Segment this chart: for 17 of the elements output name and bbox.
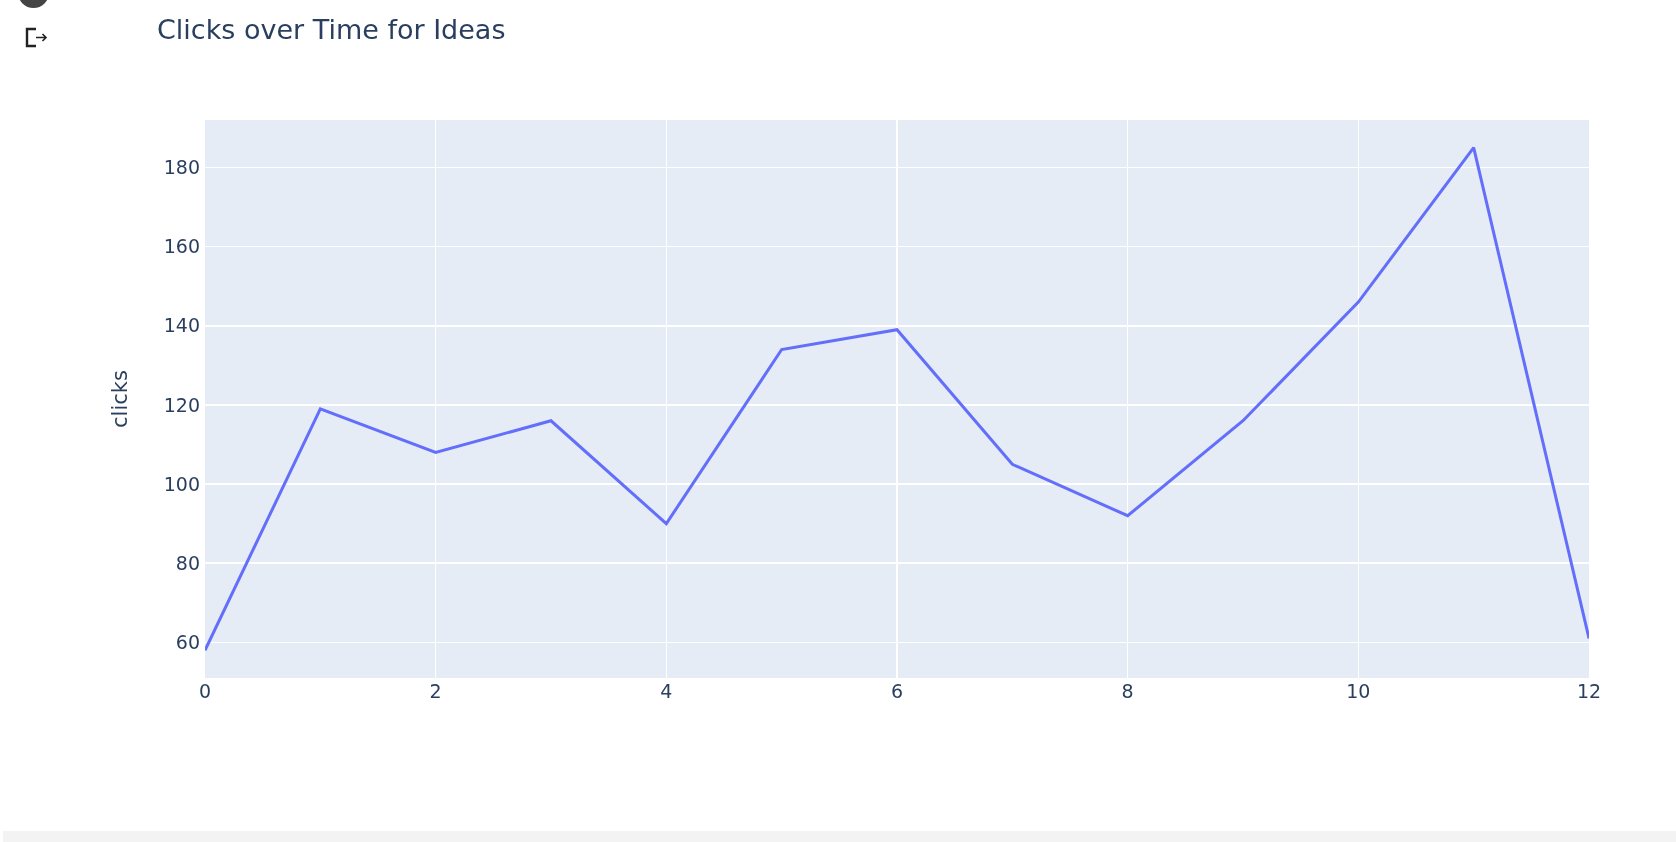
y-tick-label: 180 bbox=[163, 156, 200, 179]
x-tick-label: 2 bbox=[429, 680, 442, 702]
line-series bbox=[205, 146, 1589, 652]
y-tick-label: 140 bbox=[163, 314, 200, 337]
y-tick-label: 80 bbox=[175, 551, 200, 574]
x-tick-label: 8 bbox=[1121, 680, 1134, 702]
x-tick-label: 10 bbox=[1346, 680, 1371, 702]
x-tick-label: 0 bbox=[198, 680, 212, 702]
x-tick-label: 6 bbox=[890, 680, 904, 702]
x-tick-label: 4 bbox=[660, 680, 673, 702]
y-tick-label: 120 bbox=[163, 393, 200, 416]
y-axis-title: clicks bbox=[107, 370, 132, 428]
chart-title: Clicks over Time for Ideas bbox=[157, 14, 506, 46]
x-tick-label: 12 bbox=[1576, 680, 1602, 702]
y-tick-label: 60 bbox=[175, 631, 200, 654]
y-tick-label: 100 bbox=[163, 472, 200, 495]
y-tick-label: 160 bbox=[163, 235, 200, 258]
